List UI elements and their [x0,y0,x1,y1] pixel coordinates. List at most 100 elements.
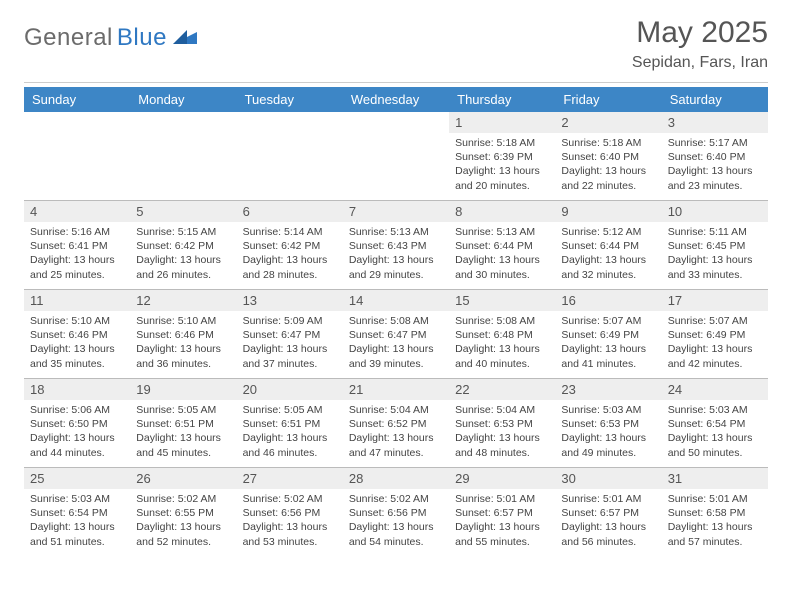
day-number: 29 [449,468,555,489]
brand-mark-icon [173,27,201,50]
day-info: Sunrise: 5:02 AMSunset: 6:56 PMDaylight:… [237,489,343,549]
day-info: Sunrise: 5:10 AMSunset: 6:46 PMDaylight:… [130,311,236,371]
dow-thursday: Thursday [449,87,555,112]
day-cell: 23Sunrise: 5:03 AMSunset: 6:53 PMDayligh… [555,379,661,468]
location-label: Sepidan, Fars, Iran [632,54,768,72]
day-cell: 18Sunrise: 5:06 AMSunset: 6:50 PMDayligh… [24,379,130,468]
day-info: Sunrise: 5:13 AMSunset: 6:44 PMDaylight:… [449,222,555,282]
day-info: Sunrise: 5:02 AMSunset: 6:56 PMDaylight:… [343,489,449,549]
week-row: 11Sunrise: 5:10 AMSunset: 6:46 PMDayligh… [24,290,768,379]
day-info: Sunrise: 5:18 AMSunset: 6:39 PMDaylight:… [449,133,555,193]
day-cell: 17Sunrise: 5:07 AMSunset: 6:49 PMDayligh… [662,290,768,379]
day-info: Sunrise: 5:12 AMSunset: 6:44 PMDaylight:… [555,222,661,282]
day-number: 14 [343,290,449,311]
day-number: 30 [555,468,661,489]
day-cell: 14Sunrise: 5:08 AMSunset: 6:47 PMDayligh… [343,290,449,379]
day-number: 8 [449,201,555,222]
day-cell: 7Sunrise: 5:13 AMSunset: 6:43 PMDaylight… [343,201,449,290]
day-info: Sunrise: 5:01 AMSunset: 6:57 PMDaylight:… [449,489,555,549]
day-cell: 10Sunrise: 5:11 AMSunset: 6:45 PMDayligh… [662,201,768,290]
day-cell: 30Sunrise: 5:01 AMSunset: 6:57 PMDayligh… [555,468,661,556]
week-row: 25Sunrise: 5:03 AMSunset: 6:54 PMDayligh… [24,468,768,556]
day-cell: 5Sunrise: 5:15 AMSunset: 6:42 PMDaylight… [130,201,236,290]
day-cell: 3Sunrise: 5:17 AMSunset: 6:40 PMDaylight… [662,112,768,201]
day-info: Sunrise: 5:08 AMSunset: 6:47 PMDaylight:… [343,311,449,371]
day-info: Sunrise: 5:06 AMSunset: 6:50 PMDaylight:… [24,400,130,460]
day-info: Sunrise: 5:13 AMSunset: 6:43 PMDaylight:… [343,222,449,282]
day-cell: 28Sunrise: 5:02 AMSunset: 6:56 PMDayligh… [343,468,449,556]
day-cell: 1Sunrise: 5:18 AMSunset: 6:39 PMDaylight… [449,112,555,201]
day-cell: 8Sunrise: 5:13 AMSunset: 6:44 PMDaylight… [449,201,555,290]
day-cell [24,112,130,201]
day-number: 12 [130,290,236,311]
page-title: May 2025 [632,18,768,48]
day-cell: 13Sunrise: 5:09 AMSunset: 6:47 PMDayligh… [237,290,343,379]
day-cell: 29Sunrise: 5:01 AMSunset: 6:57 PMDayligh… [449,468,555,556]
day-cell [237,112,343,201]
day-of-week-row: Sunday Monday Tuesday Wednesday Thursday… [24,87,768,112]
brand-gray: General [24,24,113,52]
day-cell: 12Sunrise: 5:10 AMSunset: 6:46 PMDayligh… [130,290,236,379]
dow-wednesday: Wednesday [343,87,449,112]
day-info: Sunrise: 5:05 AMSunset: 6:51 PMDaylight:… [237,400,343,460]
day-number: 1 [449,112,555,133]
day-number: 10 [662,201,768,222]
day-info: Sunrise: 5:03 AMSunset: 6:54 PMDaylight:… [24,489,130,549]
day-cell: 16Sunrise: 5:07 AMSunset: 6:49 PMDayligh… [555,290,661,379]
day-cell: 15Sunrise: 5:08 AMSunset: 6:48 PMDayligh… [449,290,555,379]
day-number: 28 [343,468,449,489]
day-number: 16 [555,290,661,311]
week-row: 1Sunrise: 5:18 AMSunset: 6:39 PMDaylight… [24,112,768,201]
day-cell: 9Sunrise: 5:12 AMSunset: 6:44 PMDaylight… [555,201,661,290]
day-number: 23 [555,379,661,400]
day-number: 27 [237,468,343,489]
day-cell: 31Sunrise: 5:01 AMSunset: 6:58 PMDayligh… [662,468,768,556]
day-number: 4 [24,201,130,222]
dow-friday: Friday [555,87,661,112]
day-info: Sunrise: 5:17 AMSunset: 6:40 PMDaylight:… [662,133,768,193]
day-info: Sunrise: 5:18 AMSunset: 6:40 PMDaylight:… [555,133,661,193]
day-info: Sunrise: 5:04 AMSunset: 6:53 PMDaylight:… [449,400,555,460]
week-row: 4Sunrise: 5:16 AMSunset: 6:41 PMDaylight… [24,201,768,290]
day-number: 5 [130,201,236,222]
day-number: 31 [662,468,768,489]
day-info: Sunrise: 5:07 AMSunset: 6:49 PMDaylight:… [555,311,661,371]
day-number: 24 [662,379,768,400]
day-number: 20 [237,379,343,400]
brand-logo: GeneralBlue [24,24,201,52]
day-cell: 25Sunrise: 5:03 AMSunset: 6:54 PMDayligh… [24,468,130,556]
day-number: 26 [130,468,236,489]
day-info: Sunrise: 5:01 AMSunset: 6:58 PMDaylight:… [662,489,768,549]
day-number: 22 [449,379,555,400]
day-cell: 20Sunrise: 5:05 AMSunset: 6:51 PMDayligh… [237,379,343,468]
brand-blue: Blue [117,24,167,52]
header-rule [24,82,768,83]
day-number: 13 [237,290,343,311]
day-cell: 6Sunrise: 5:14 AMSunset: 6:42 PMDaylight… [237,201,343,290]
day-number: 6 [237,201,343,222]
dow-monday: Monday [130,87,236,112]
day-cell: 24Sunrise: 5:03 AMSunset: 6:54 PMDayligh… [662,379,768,468]
day-info: Sunrise: 5:03 AMSunset: 6:53 PMDaylight:… [555,400,661,460]
day-cell: 27Sunrise: 5:02 AMSunset: 6:56 PMDayligh… [237,468,343,556]
day-number: 21 [343,379,449,400]
day-info: Sunrise: 5:14 AMSunset: 6:42 PMDaylight:… [237,222,343,282]
day-info: Sunrise: 5:08 AMSunset: 6:48 PMDaylight:… [449,311,555,371]
day-info: Sunrise: 5:10 AMSunset: 6:46 PMDaylight:… [24,311,130,371]
day-cell: 22Sunrise: 5:04 AMSunset: 6:53 PMDayligh… [449,379,555,468]
day-number: 25 [24,468,130,489]
day-info: Sunrise: 5:07 AMSunset: 6:49 PMDaylight:… [662,311,768,371]
day-info: Sunrise: 5:05 AMSunset: 6:51 PMDaylight:… [130,400,236,460]
day-cell [130,112,236,201]
dow-sunday: Sunday [24,87,130,112]
day-cell: 11Sunrise: 5:10 AMSunset: 6:46 PMDayligh… [24,290,130,379]
day-info: Sunrise: 5:16 AMSunset: 6:41 PMDaylight:… [24,222,130,282]
day-number: 11 [24,290,130,311]
day-cell: 26Sunrise: 5:02 AMSunset: 6:55 PMDayligh… [130,468,236,556]
day-cell [343,112,449,201]
day-number: 17 [662,290,768,311]
day-info: Sunrise: 5:01 AMSunset: 6:57 PMDaylight:… [555,489,661,549]
day-info: Sunrise: 5:03 AMSunset: 6:54 PMDaylight:… [662,400,768,460]
day-number: 19 [130,379,236,400]
week-row: 18Sunrise: 5:06 AMSunset: 6:50 PMDayligh… [24,379,768,468]
